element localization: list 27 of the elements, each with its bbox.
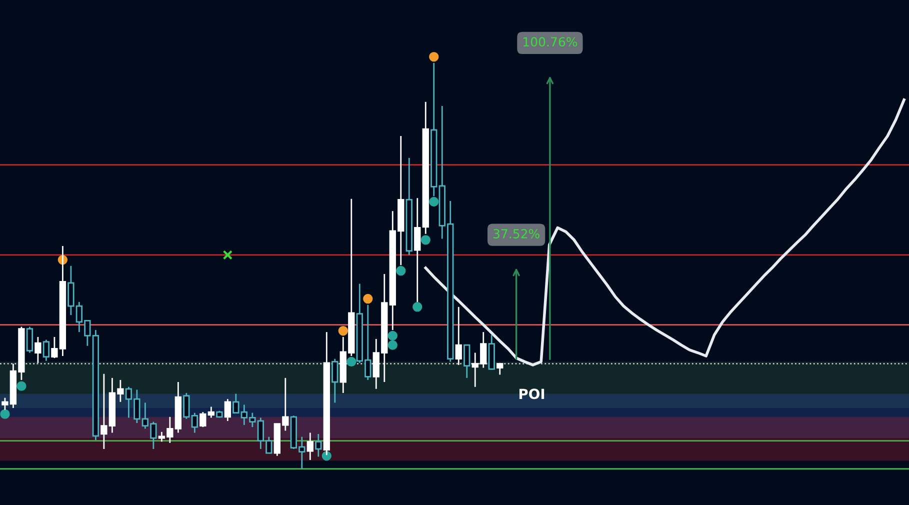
point bbox=[363, 294, 373, 304]
band-label: POI bbox=[519, 388, 544, 400]
point bbox=[388, 330, 398, 341]
candlestick bbox=[224, 398, 231, 422]
candlestick bbox=[42, 339, 50, 362]
point bbox=[222, 250, 233, 260]
point bbox=[396, 266, 406, 276]
candlestick bbox=[34, 336, 42, 364]
point bbox=[420, 235, 430, 245]
point bbox=[346, 356, 356, 367]
point bbox=[388, 340, 398, 350]
candlestick bbox=[315, 433, 322, 458]
point bbox=[429, 52, 439, 62]
candlestick bbox=[232, 393, 240, 414]
candlestick bbox=[306, 432, 314, 461]
point bbox=[412, 302, 422, 312]
point bbox=[0, 409, 10, 419]
annotation: 37.52% bbox=[493, 228, 540, 238]
point bbox=[16, 381, 26, 391]
candlestick bbox=[332, 358, 338, 404]
point bbox=[429, 196, 439, 207]
candlestick bbox=[464, 344, 470, 379]
text: 100.76% bbox=[524, 37, 578, 47]
candlestick bbox=[455, 306, 462, 366]
point bbox=[322, 451, 332, 461]
point bbox=[338, 326, 348, 336]
candlestick bbox=[26, 326, 34, 354]
